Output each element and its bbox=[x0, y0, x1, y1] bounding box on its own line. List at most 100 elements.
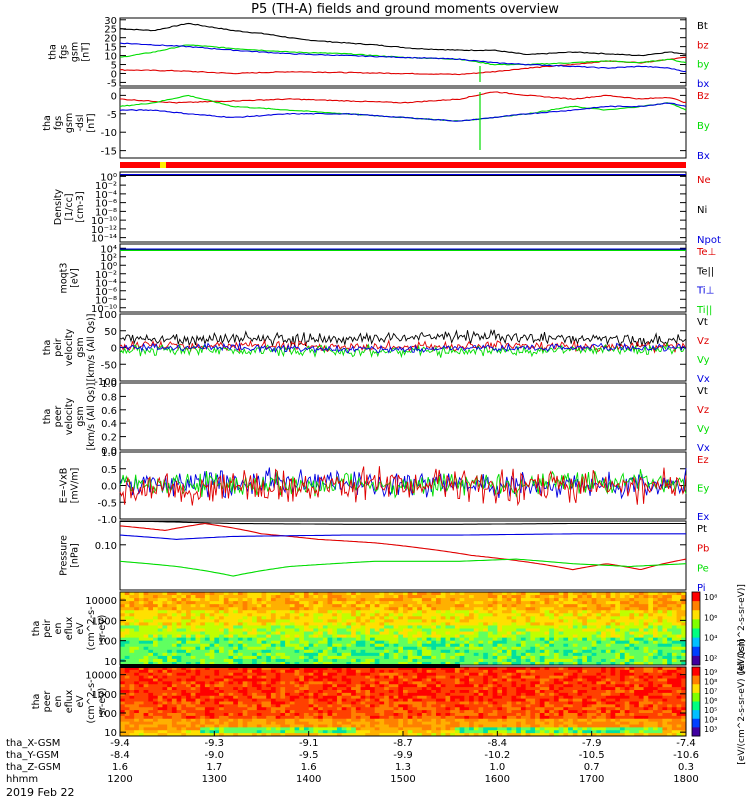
spectrogram-cell bbox=[436, 670, 441, 673]
spectrogram-cell bbox=[488, 638, 493, 641]
spectrogram-cell bbox=[120, 679, 125, 682]
spectrogram-cell bbox=[158, 610, 163, 613]
spectrogram-cell bbox=[667, 656, 672, 659]
spectrogram-cell bbox=[445, 638, 450, 641]
spectrogram-cell bbox=[535, 690, 540, 693]
spectrogram-cell bbox=[186, 707, 191, 710]
spectrogram-cell bbox=[276, 659, 281, 662]
spectrogram-cell bbox=[422, 696, 427, 699]
spectrogram-cell bbox=[488, 616, 493, 619]
spectrogram-cell bbox=[252, 629, 257, 632]
spectrogram-cell bbox=[361, 638, 366, 641]
spectrogram-cell bbox=[629, 638, 634, 641]
spectrogram-cell bbox=[629, 676, 634, 679]
spectrogram-cell bbox=[210, 622, 215, 625]
spectrogram-cell bbox=[139, 610, 144, 613]
spectrogram-cell bbox=[210, 610, 215, 613]
spectrogram-cell bbox=[526, 622, 531, 625]
spectrogram-cell bbox=[629, 625, 634, 628]
spectrogram-cell bbox=[431, 613, 436, 616]
spectrogram-cell bbox=[474, 610, 479, 613]
spectrogram-cell bbox=[653, 690, 658, 693]
spectrogram-cell bbox=[384, 610, 389, 613]
spectrogram-cell bbox=[611, 693, 616, 696]
spectrogram-cell bbox=[516, 684, 521, 687]
legend-entry: Bx bbox=[697, 151, 710, 162]
spectrogram-cell bbox=[271, 702, 276, 705]
spectrogram-cell bbox=[158, 670, 163, 673]
spectrogram-cell bbox=[167, 592, 172, 595]
spectrogram-cell bbox=[361, 616, 366, 619]
spectrogram-cell bbox=[545, 659, 550, 662]
spectrogram-cell bbox=[224, 616, 229, 619]
spectrogram-cell bbox=[662, 702, 667, 705]
spectrogram-cell bbox=[337, 604, 342, 607]
spectrogram-cell bbox=[639, 707, 644, 710]
spectrogram-cell bbox=[417, 622, 422, 625]
spectrogram-cell bbox=[521, 622, 526, 625]
spectrogram-cell bbox=[365, 659, 370, 662]
spectrogram-cell bbox=[658, 622, 663, 625]
spectrogram-cell bbox=[181, 690, 186, 693]
spectrogram-cell bbox=[530, 604, 535, 607]
spectrogram-cell bbox=[427, 601, 432, 604]
spectrogram-cell bbox=[620, 676, 625, 679]
spectrogram-cell bbox=[342, 690, 347, 693]
spectrogram-cell bbox=[592, 619, 597, 622]
spectrogram-cell bbox=[365, 704, 370, 707]
spectrogram-cell bbox=[313, 681, 318, 684]
spectrogram-cell bbox=[441, 693, 446, 696]
spectrogram-cell bbox=[379, 619, 384, 622]
spectrogram-cell bbox=[611, 607, 616, 610]
spectrogram-cell bbox=[677, 681, 682, 684]
spectrogram-cell bbox=[219, 702, 224, 705]
spectrogram-cell bbox=[299, 638, 304, 641]
spectrogram-cell bbox=[276, 625, 281, 628]
spectrogram-cell bbox=[582, 638, 587, 641]
spectrogram-cell bbox=[582, 644, 587, 647]
spectrogram-cell bbox=[205, 684, 210, 687]
spectrogram-cell bbox=[460, 592, 465, 595]
spectrogram-cell bbox=[629, 592, 634, 595]
spectrogram-cell bbox=[365, 681, 370, 684]
spectrogram-cell bbox=[488, 673, 493, 676]
spectrogram-cell bbox=[181, 679, 186, 682]
spectrogram-cell bbox=[653, 696, 658, 699]
spectrogram-cell bbox=[247, 707, 252, 710]
spectrogram-cell bbox=[450, 702, 455, 705]
spectrogram-cell bbox=[545, 707, 550, 710]
spectrogram-cell bbox=[629, 681, 634, 684]
spectrogram-cell bbox=[384, 635, 389, 638]
spectrogram-cell bbox=[431, 704, 436, 707]
spectrogram-cell bbox=[427, 638, 432, 641]
spectrogram-cell bbox=[644, 647, 649, 650]
spectrogram-cell bbox=[375, 595, 380, 598]
spectrogram-cell bbox=[313, 607, 318, 610]
spectrogram-cell bbox=[370, 635, 375, 638]
spectrogram-cell bbox=[648, 635, 653, 638]
spectrogram-cell bbox=[629, 641, 634, 644]
spectrogram-cell bbox=[120, 601, 125, 604]
spectrogram-cell bbox=[507, 673, 512, 676]
spectrogram-cell bbox=[365, 650, 370, 653]
spectrogram-cell bbox=[219, 641, 224, 644]
spectrogram-cell bbox=[559, 659, 564, 662]
spectrogram-cell bbox=[148, 673, 153, 676]
spectrogram-cell bbox=[450, 704, 455, 707]
spectrogram-cell bbox=[658, 659, 663, 662]
spectrogram-cell bbox=[361, 641, 366, 644]
spectrogram-cell bbox=[469, 659, 474, 662]
spectrogram-cell bbox=[648, 707, 653, 710]
spectrogram-cell bbox=[200, 635, 205, 638]
spectrogram-cell bbox=[601, 629, 606, 632]
spectrogram-cell bbox=[634, 644, 639, 647]
spectrogram-cell bbox=[620, 641, 625, 644]
spectrogram-cell bbox=[214, 625, 219, 628]
spectrogram-cell bbox=[408, 653, 413, 656]
spectrogram-cell bbox=[162, 604, 167, 607]
spectrogram-cell bbox=[460, 595, 465, 598]
spectrogram-cell bbox=[332, 650, 337, 653]
spectrogram-cell bbox=[521, 644, 526, 647]
spectrogram-cell bbox=[276, 702, 281, 705]
spectrogram-cell bbox=[639, 684, 644, 687]
